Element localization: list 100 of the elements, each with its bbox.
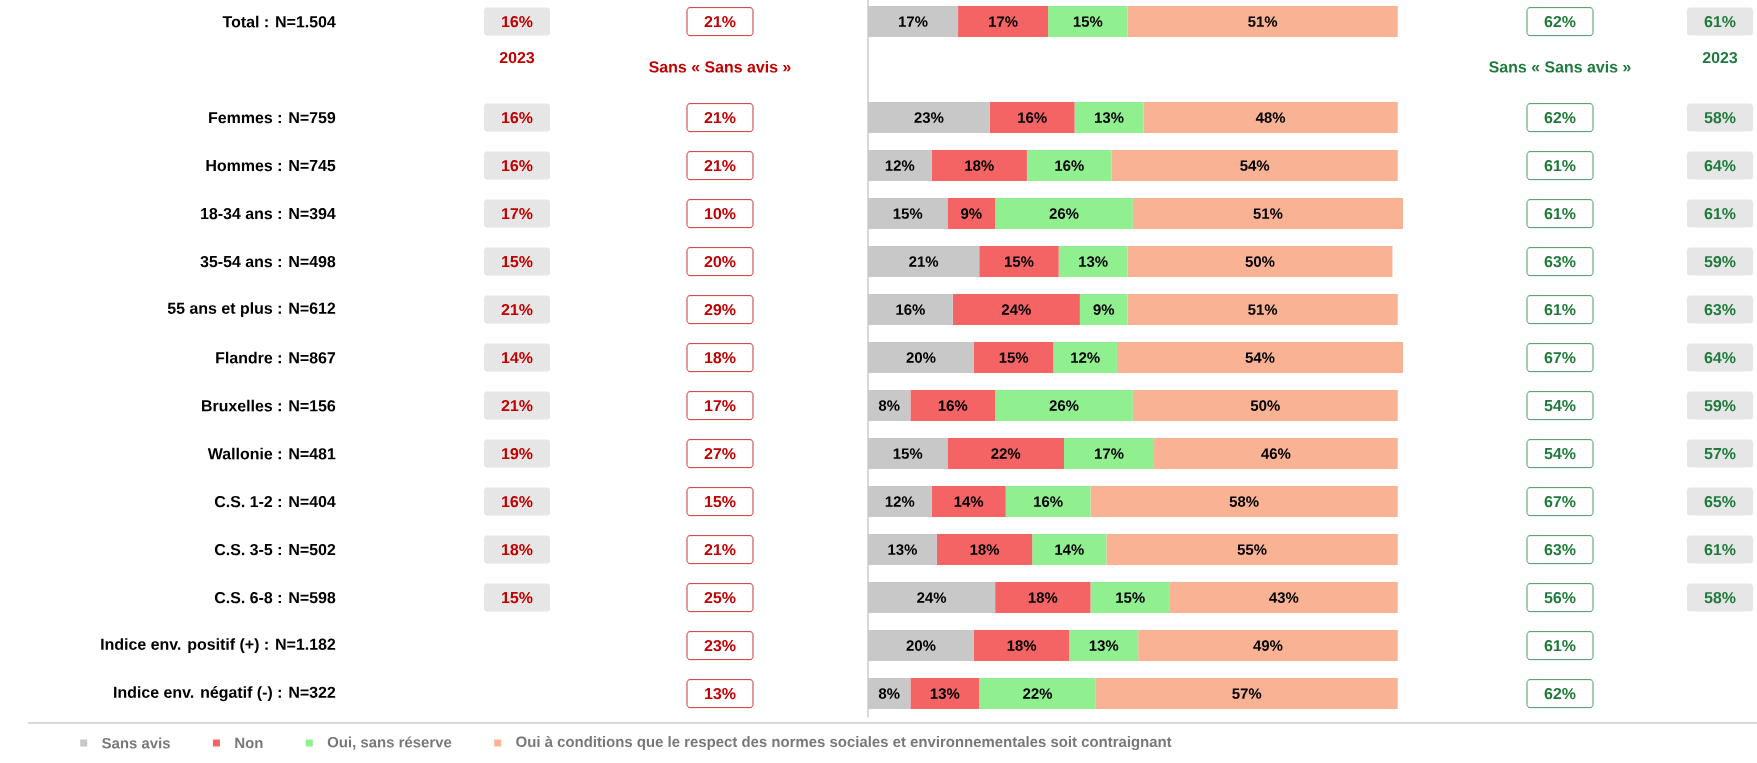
text: 59% [1704,399,1736,412]
bar [947,438,1064,470]
text: 61% [1544,159,1576,172]
bar [931,150,1027,182]
text: 62% [1544,111,1576,124]
y-tick-label: Indice env. positif (+) : N=1.182 [101,638,336,654]
data-label: 26% [1049,208,1079,219]
text: 20% [704,255,736,268]
bar [1111,150,1398,182]
data-label: 12% [885,496,915,507]
text: 54% [1544,399,1576,412]
text: 61% [1544,207,1576,220]
data-label: 18% [1028,592,1058,603]
text: 17% [502,208,533,220]
bar [995,198,1133,230]
bar [989,102,1075,134]
bar [1032,534,1107,566]
text: 63% [1544,255,1576,268]
data-label: 15% [1116,592,1145,603]
bar [1169,582,1398,614]
text: 61% [1544,303,1576,316]
text: 21% [704,111,736,124]
bar [995,582,1091,614]
text: 17% [705,400,736,412]
y-tick-label: C.S. 3-5 : N=502 [214,543,336,556]
bar [1079,294,1128,326]
y-tick-label: Flandre : N=867 [216,351,336,364]
bar [995,390,1133,422]
text: 63% [1544,543,1576,556]
text: 15% [705,495,736,508]
y-tick-label: C.S. 1-2 : N=404 [214,495,336,508]
text: 61% [1704,543,1736,556]
text: 15% [502,255,533,268]
y-tick-label: Wallonie : N=481 [207,447,336,460]
bar [947,198,996,230]
text: 16% [502,495,533,508]
text: 21% [501,303,533,316]
text: 54% [1544,447,1576,460]
text: 61% [1704,207,1736,220]
text: 23% [704,639,736,652]
data-label: 15% [999,352,1029,363]
data-label: 54% [1240,160,1270,171]
data-label: 16% [1018,112,1047,123]
bar [1069,630,1139,662]
data-label: 9% [961,208,982,219]
data-label: 12% [1071,352,1100,363]
data-label: 15% [1004,256,1034,267]
data-label: 58% [1229,496,1259,507]
text: 2023 [499,51,535,64]
data-label: 9% [1093,304,1115,315]
text: 64% [1704,159,1736,172]
data-label: 17% [1095,448,1124,459]
y-tick-label: 18-34 ans : N=394 [201,207,336,220]
data-label: 16% [1034,496,1063,507]
text: 18% [705,351,736,364]
y-tick-label: 35-54 ans : N=498 [200,255,336,268]
text: 21% [704,159,736,172]
data-label: 18% [965,160,994,171]
data-label: 17% [899,16,928,27]
data-label: 15% [893,448,923,459]
data-label: 8% [878,400,900,411]
data-label: 16% [896,304,925,315]
text: 59% [1704,255,1736,268]
bar [973,630,1070,662]
bar [1090,582,1170,614]
bar [910,678,980,710]
text: Sans « Sans avis » [1489,60,1631,73]
text: 62% [1544,687,1576,700]
bar [952,294,1080,326]
bar [1154,438,1398,470]
text: 56% [1544,591,1576,604]
text: 29% [704,303,736,316]
bar [1090,486,1398,518]
text: 21% [704,15,736,28]
bar [1058,246,1128,278]
data-label: 49% [1253,640,1283,651]
bar [1143,102,1398,134]
y-tick-label: Femmes : N=759 [209,111,336,124]
text: 64% [1704,351,1736,364]
text: 61% [1544,639,1576,652]
data-label: 13% [1079,256,1108,267]
text: 16% [502,15,533,28]
data-label: 8% [878,688,900,699]
legend-label: Sans avis [102,737,170,749]
text: 21% [501,399,533,412]
text: Sans « Sans avis » [649,60,791,73]
data-label: 14% [954,496,984,507]
bar [1074,102,1144,134]
text: 19% [502,447,533,460]
data-label: 55% [1237,544,1267,555]
text: 25% [704,591,736,604]
data-label: 50% [1250,400,1280,411]
text: 13% [705,687,736,700]
data-label: 54% [1245,352,1275,363]
bar [979,246,1059,278]
data-label: 43% [1269,592,1299,603]
bar [1132,390,1398,422]
data-label: 22% [1023,688,1053,699]
bar [1053,342,1117,374]
bar [1095,678,1398,710]
